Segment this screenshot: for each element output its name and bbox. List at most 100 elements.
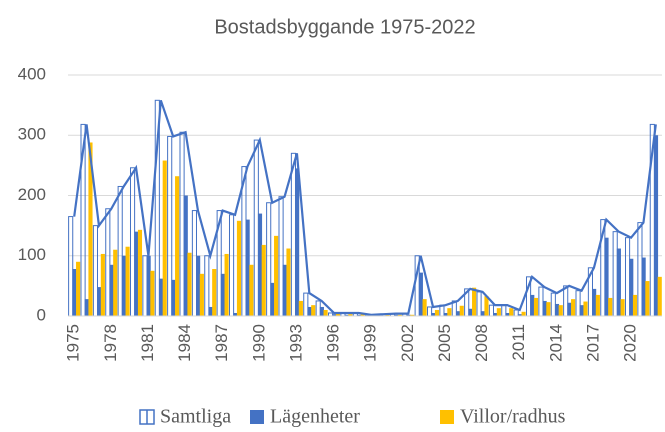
x-tick-label: 2017 bbox=[583, 324, 602, 362]
bar bbox=[171, 279, 176, 316]
total-bar bbox=[167, 135, 173, 317]
bar bbox=[212, 269, 217, 316]
bar bbox=[295, 168, 300, 316]
bar bbox=[509, 308, 514, 316]
bar bbox=[468, 308, 473, 316]
x-tick-label: 2011 bbox=[509, 324, 528, 361]
bar bbox=[233, 312, 238, 316]
total-bar bbox=[191, 210, 197, 317]
bar bbox=[270, 282, 275, 316]
bar bbox=[632, 294, 638, 316]
bar bbox=[257, 213, 263, 316]
bar bbox=[356, 314, 362, 316]
bar bbox=[657, 276, 662, 316]
bar bbox=[542, 300, 547, 316]
bar bbox=[546, 302, 551, 316]
bar bbox=[97, 287, 102, 316]
bar bbox=[645, 281, 650, 316]
bar bbox=[249, 264, 254, 316]
total-bar bbox=[426, 306, 433, 317]
total-bar bbox=[253, 139, 259, 317]
bar bbox=[360, 314, 365, 316]
x-tick-label: 2020 bbox=[621, 324, 640, 362]
bar bbox=[653, 135, 659, 316]
bar bbox=[431, 312, 436, 316]
bar bbox=[620, 299, 625, 316]
x-tick-label: 2014 bbox=[546, 324, 565, 362]
legend-label: Villor/radhus bbox=[460, 406, 566, 428]
total-bar bbox=[142, 255, 148, 317]
bar bbox=[410, 314, 415, 316]
bar bbox=[187, 252, 192, 316]
bar bbox=[109, 264, 114, 316]
bar bbox=[554, 303, 560, 316]
x-tick-label: 1996 bbox=[324, 324, 343, 362]
total-bar bbox=[637, 222, 643, 317]
bar bbox=[455, 311, 461, 316]
bar bbox=[236, 220, 242, 316]
bar bbox=[183, 195, 188, 316]
total-bar bbox=[129, 167, 136, 317]
bar bbox=[583, 301, 588, 316]
x-tick-label: 1981 bbox=[138, 324, 157, 362]
bar bbox=[394, 314, 399, 316]
total-bar bbox=[563, 285, 569, 317]
total-bar bbox=[179, 131, 185, 317]
bar bbox=[480, 311, 485, 316]
bar bbox=[505, 312, 510, 316]
bar bbox=[298, 300, 303, 316]
total-bar bbox=[228, 214, 235, 317]
total-bar bbox=[575, 290, 581, 317]
bar bbox=[571, 299, 576, 316]
total-bar bbox=[476, 291, 482, 317]
total-bar bbox=[105, 208, 111, 317]
x-tick-label: 1987 bbox=[212, 324, 231, 362]
chart-title: Bostadsbyggande 1975-2022 bbox=[214, 16, 475, 38]
total-bar bbox=[612, 231, 618, 317]
bar bbox=[422, 299, 427, 316]
total-line bbox=[73, 99, 657, 316]
total-bar bbox=[538, 286, 544, 317]
x-tick-label: 1984 bbox=[175, 324, 194, 362]
total-bar bbox=[290, 152, 296, 317]
total-bar bbox=[303, 292, 309, 317]
bar bbox=[282, 264, 287, 316]
bar bbox=[245, 219, 250, 316]
bar bbox=[434, 309, 440, 316]
x-tick-label: 1993 bbox=[286, 324, 305, 362]
total-bar bbox=[266, 202, 272, 317]
bar bbox=[348, 314, 353, 316]
total-bar bbox=[550, 292, 556, 317]
x-tick-label: 2005 bbox=[435, 324, 454, 362]
bar bbox=[397, 314, 402, 316]
bar bbox=[137, 229, 143, 316]
x-tick-label: 1975 bbox=[64, 324, 83, 362]
bar bbox=[150, 270, 155, 316]
bar bbox=[220, 273, 225, 316]
bar bbox=[286, 248, 291, 316]
total-bar bbox=[92, 225, 98, 317]
x-tick-label: 1990 bbox=[249, 324, 268, 362]
legend-label: Samtliga bbox=[160, 406, 231, 428]
total-bar bbox=[117, 185, 123, 317]
bar bbox=[530, 294, 535, 316]
bar bbox=[558, 305, 563, 316]
total-bar bbox=[68, 216, 74, 317]
bar bbox=[113, 249, 118, 316]
bar bbox=[533, 297, 539, 316]
bar bbox=[517, 314, 522, 316]
bar bbox=[616, 248, 621, 316]
bar bbox=[311, 305, 316, 316]
bar bbox=[629, 258, 634, 316]
total-bar bbox=[204, 255, 210, 317]
y-tick-label: 0 bbox=[37, 305, 46, 324]
bar bbox=[567, 302, 572, 316]
bar bbox=[84, 299, 89, 316]
legend-swatch bbox=[440, 410, 454, 424]
bar bbox=[493, 312, 498, 316]
bar bbox=[208, 306, 213, 316]
bar bbox=[385, 314, 390, 316]
bar bbox=[319, 306, 324, 316]
bar bbox=[100, 253, 105, 316]
